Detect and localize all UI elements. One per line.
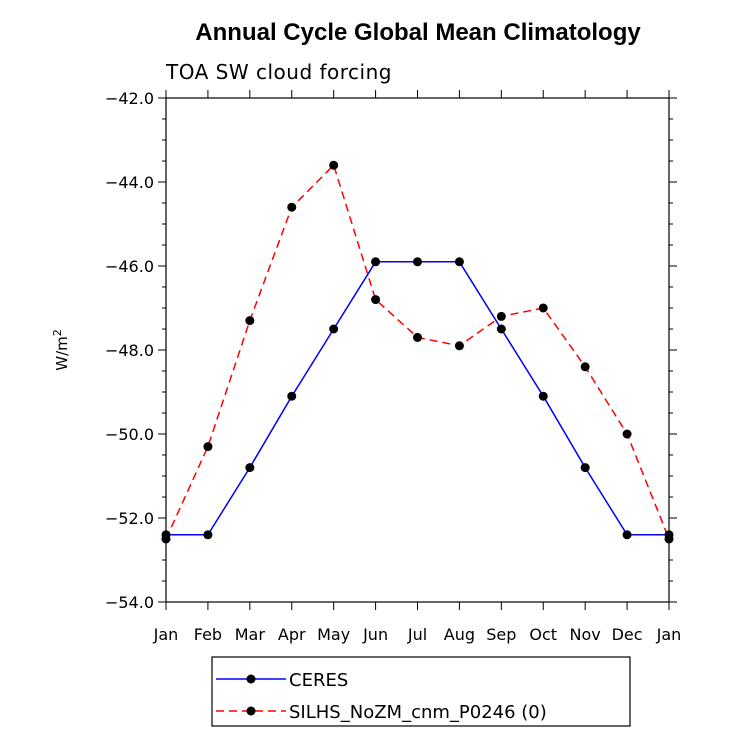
legend-box <box>211 656 631 727</box>
x-tick-label: Jan <box>656 625 682 644</box>
x-tick-label: Dec <box>612 625 643 644</box>
plot-area-frame <box>165 97 670 603</box>
data-point-series-1 <box>329 160 339 170</box>
data-point-series-1 <box>413 332 422 342</box>
x-tick-label: Aug <box>444 625 475 644</box>
data-point-series-1 <box>161 534 171 544</box>
data-point-series-1 <box>203 442 213 452</box>
y-tick-label: −52.0 <box>105 509 154 528</box>
y-axis-label: W/m2 <box>51 329 71 371</box>
legend-marker-silhs <box>246 706 256 716</box>
data-point-series-0 <box>203 530 213 540</box>
data-point-series-0 <box>413 257 422 267</box>
legend-label-silhs: SILHS_NoZM_cnm_P0246 (0) <box>289 702 547 723</box>
x-tick-label: May <box>317 625 350 644</box>
chart-subtitle: TOA SW cloud forcing <box>165 60 392 84</box>
data-point-series-1 <box>622 429 632 439</box>
axes: −42.0 −44.0 −46.0 −48.0 −50.0 −52.0 −54.0 Jan Fe… <box>105 89 681 644</box>
series-layer <box>161 160 674 544</box>
series-line-0 <box>166 261 669 536</box>
data-point-series-1 <box>454 341 464 351</box>
legend-label-ceres: CERES <box>289 670 348 691</box>
x-tick-label: Apr <box>278 625 306 644</box>
x-tick-label: Jun <box>362 625 388 644</box>
data-point-series-0 <box>538 391 548 401</box>
data-point-series-1 <box>538 303 548 313</box>
data-point-series-0 <box>622 530 632 540</box>
data-point-series-0 <box>329 324 339 334</box>
x-tick-label: Feb <box>194 625 222 644</box>
y-tick-label: −50.0 <box>105 425 154 444</box>
x-tick-label: Mar <box>235 625 266 644</box>
series-line-1 <box>165 163 670 540</box>
x-tick-label: Jul <box>407 625 427 644</box>
y-tick-label: −44.0 <box>105 173 154 192</box>
y-tick-label: −54.0 <box>105 593 154 612</box>
data-point-series-1 <box>496 311 506 321</box>
legend-marker-ceres <box>246 674 256 684</box>
legend: CERES SILHS_NoZM_cnm_P0246 (0) <box>211 656 631 727</box>
x-tick-label: Jan <box>153 625 179 644</box>
chart-title: Annual Cycle Global Mean Climatology <box>195 19 641 46</box>
data-point-series-1 <box>371 295 381 305</box>
data-point-series-1 <box>580 362 590 372</box>
data-point-series-0 <box>245 463 255 473</box>
data-point-series-1 <box>664 534 674 544</box>
x-tick-label: Nov <box>570 625 601 644</box>
data-point-series-0 <box>496 324 506 334</box>
data-point-series-1 <box>287 202 297 212</box>
x-tick-label: Sep <box>486 625 516 644</box>
data-point-series-0 <box>287 391 297 401</box>
y-tick-label: −42.0 <box>105 89 154 108</box>
x-tick-label: Oct <box>529 625 557 644</box>
data-point-series-1 <box>245 316 255 326</box>
data-point-series-0 <box>454 257 464 267</box>
y-axis-label-superscript: 2 <box>51 329 64 336</box>
data-point-series-0 <box>371 257 381 267</box>
y-axis-label-unit: W/m <box>53 336 71 371</box>
y-tick-label: −48.0 <box>105 341 154 360</box>
data-point-series-0 <box>580 463 590 473</box>
y-tick-label: −46.0 <box>105 257 154 276</box>
